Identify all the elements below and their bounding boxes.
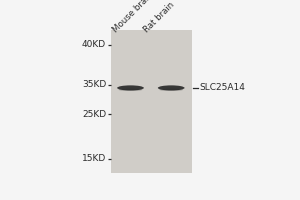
Text: 15KD: 15KD [82, 154, 106, 163]
Text: 25KD: 25KD [82, 110, 106, 119]
Text: Rat brain: Rat brain [142, 1, 176, 35]
Text: Mouse brain: Mouse brain [111, 0, 155, 35]
Text: 35KD: 35KD [82, 80, 106, 89]
Text: 40KD: 40KD [82, 40, 106, 49]
Ellipse shape [159, 89, 183, 91]
Ellipse shape [158, 85, 184, 90]
Bar [111, 30, 192, 173]
Ellipse shape [118, 89, 142, 91]
Ellipse shape [117, 85, 144, 90]
Text: SLC25A14: SLC25A14 [199, 83, 245, 92]
